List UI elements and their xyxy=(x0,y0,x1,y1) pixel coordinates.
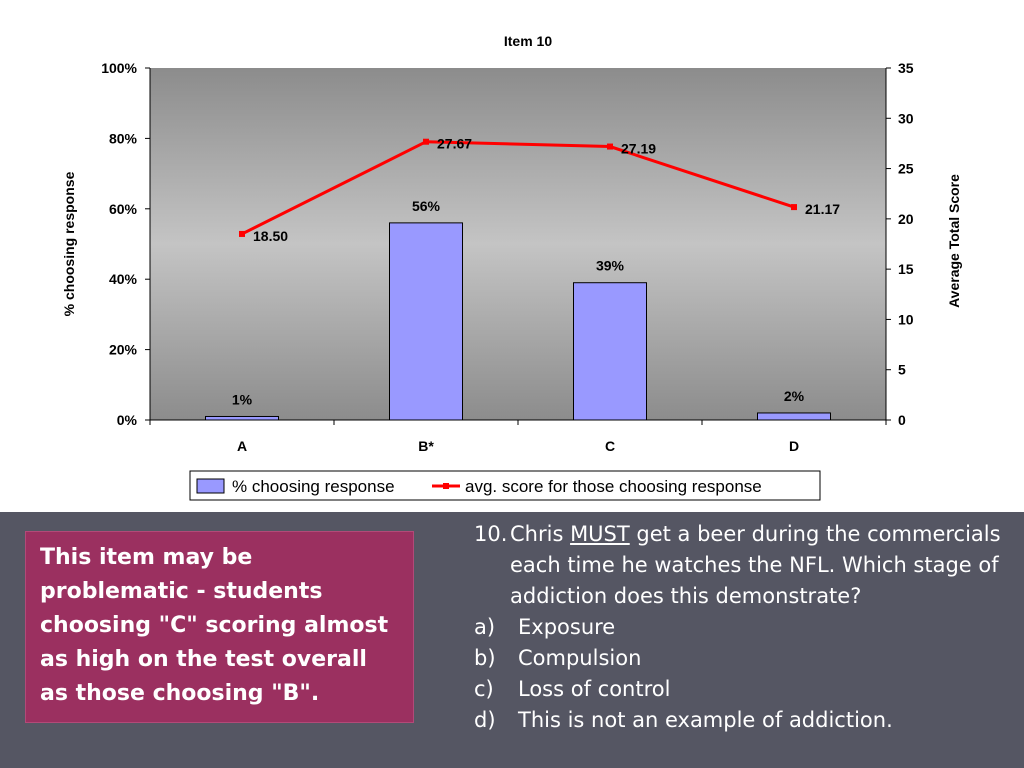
x-tick-label: D xyxy=(789,438,799,454)
score-line: 18.50 27.67 27.19 21.17 xyxy=(239,136,840,244)
option-a: a) Exposure xyxy=(474,615,616,639)
bar-label: 1% xyxy=(232,391,253,407)
right-tick-label: 25 xyxy=(898,161,914,177)
question-number: 10. xyxy=(474,522,508,546)
legend: % choosing response avg. score for those… xyxy=(189,470,821,501)
must-emphasis: MUST xyxy=(570,522,630,546)
right-tick-label: 20 xyxy=(898,211,914,227)
question-block: 10. Chris MUST get a beer during the com… xyxy=(474,519,1019,736)
line-point xyxy=(791,204,797,211)
line-point xyxy=(239,230,245,237)
point-label: 18.50 xyxy=(253,228,288,244)
right-tick-label: 35 xyxy=(898,60,914,76)
y-tick-label: 60% xyxy=(109,201,138,217)
bar-label: 39% xyxy=(596,258,625,274)
x-tick-label: A xyxy=(237,438,247,454)
y-tick-label: 20% xyxy=(109,342,138,358)
point-label: 21.17 xyxy=(805,201,840,217)
bottom-panel: This item may be problematic - students … xyxy=(0,512,1024,768)
right-axis-label: Average Total Score xyxy=(946,174,962,308)
y-axis-label: % choosing response xyxy=(61,171,77,316)
x-tick-label: C xyxy=(605,438,615,454)
bar-label: 2% xyxy=(784,388,805,404)
chart-area: Item 10 % choosing response Average Tota… xyxy=(61,33,962,501)
callout-text: This item may be problematic - students … xyxy=(40,545,389,706)
plot-area xyxy=(150,68,886,420)
line-point xyxy=(423,138,429,145)
y-tick-label: 80% xyxy=(109,130,138,146)
bar xyxy=(389,222,463,421)
legend-box xyxy=(189,470,821,501)
legend-line-label: avg. score for those choosing response xyxy=(465,477,762,496)
option-c: c) Loss of control xyxy=(474,677,671,701)
line-path xyxy=(241,140,795,236)
legend-line-marker xyxy=(443,483,449,489)
right-tick-label: 10 xyxy=(898,311,914,327)
right-tick-label: 0 xyxy=(898,412,906,428)
y-tick-label: 100% xyxy=(101,60,137,76)
y-tick-label: 0% xyxy=(117,412,138,428)
bar xyxy=(757,412,831,421)
legend-bar-swatch xyxy=(196,478,225,494)
callout-box: This item may be problematic - students … xyxy=(25,531,414,723)
line-point xyxy=(607,143,613,150)
point-label: 27.67 xyxy=(437,136,472,152)
right-tick-label: 15 xyxy=(898,261,914,277)
bar-label: 56% xyxy=(412,198,441,214)
x-tick-label: B* xyxy=(418,438,434,454)
option-b: b) Compulsion xyxy=(474,646,642,670)
bars: 1% 56% 39% 2% xyxy=(205,198,831,421)
chart: Item 10 % choosing response Average Tota… xyxy=(61,33,962,501)
question-text: Chris MUST get a beer during the commerc… xyxy=(510,522,1001,608)
right-tick-label: 30 xyxy=(898,110,914,126)
bar xyxy=(205,415,279,421)
right-tick-label: 5 xyxy=(898,362,906,378)
answer-options: a) Exposure b) Compulsion c) Loss of contro… xyxy=(474,612,1019,736)
option-d: d) This is not an example of addiction. xyxy=(474,708,893,732)
question-stem: 10. Chris MUST get a beer during the com… xyxy=(474,519,1019,612)
bar xyxy=(573,282,647,421)
y-tick-label: 40% xyxy=(109,271,138,287)
chart-title: Item 10 xyxy=(504,33,552,49)
legend-bar-label: % choosing response xyxy=(232,477,395,496)
point-label: 27.19 xyxy=(621,141,656,157)
